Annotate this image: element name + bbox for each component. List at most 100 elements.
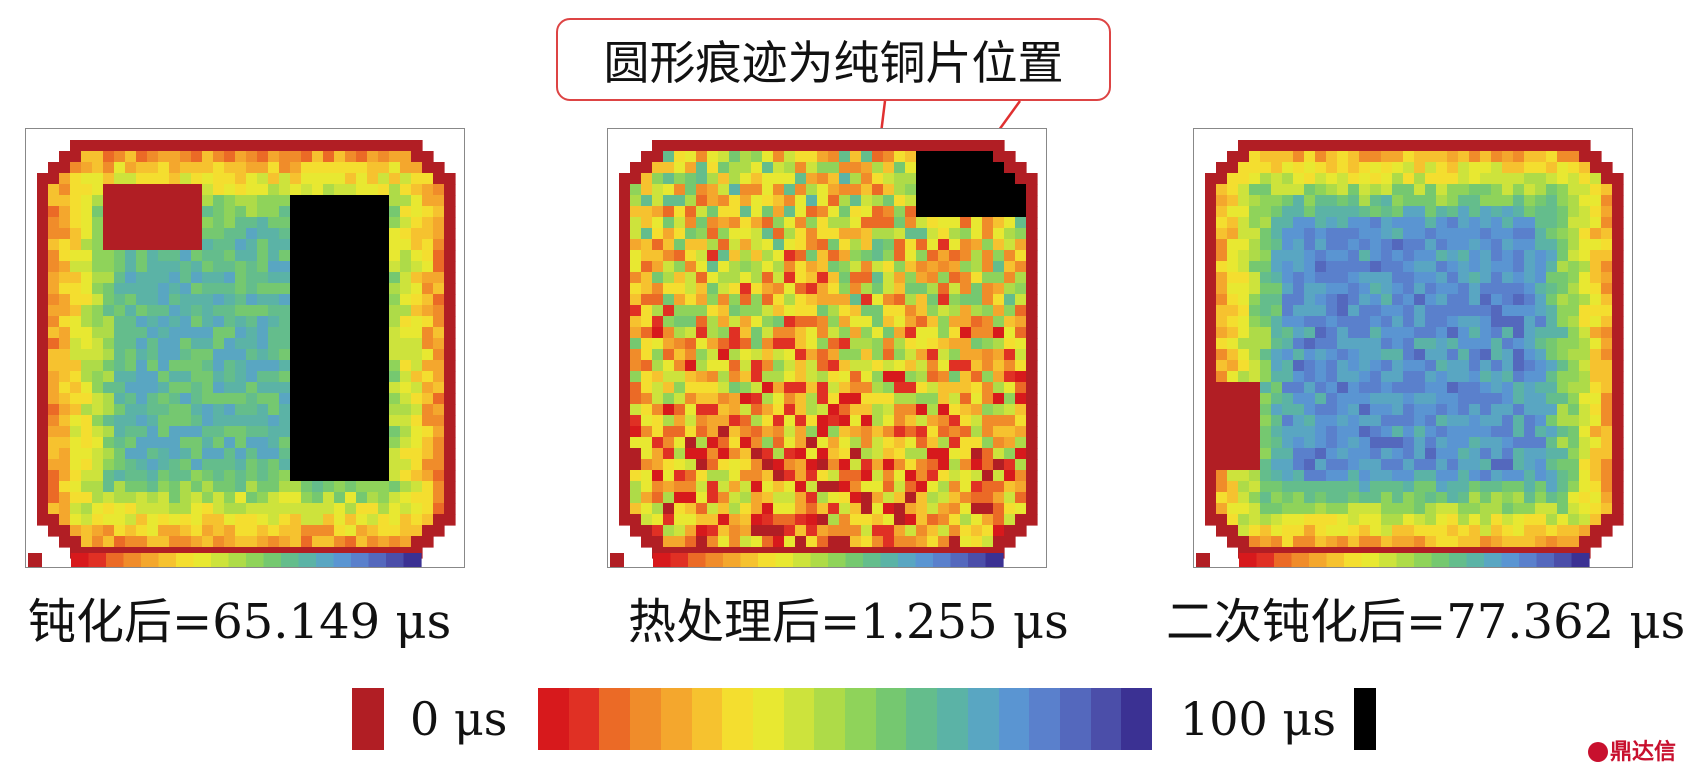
heatmap-cell xyxy=(1436,349,1448,361)
heatmap-cell xyxy=(235,327,247,339)
heatmap-cell xyxy=(367,173,379,185)
heatmap-cell xyxy=(861,492,873,504)
heatmap-cell xyxy=(1546,503,1558,515)
heatmap-cell xyxy=(1026,327,1038,339)
heatmap-cell xyxy=(345,316,357,328)
heatmap-cell xyxy=(740,261,752,273)
heatmap-cell xyxy=(70,294,82,306)
heatmap-cell xyxy=(1392,470,1404,482)
heatmap-cell xyxy=(817,448,829,460)
heatmap-cell xyxy=(1271,184,1283,196)
heatmap-cell xyxy=(685,250,697,262)
heatmap-cell xyxy=(1491,327,1503,339)
heatmap-cell xyxy=(1502,261,1514,273)
heatmap-cell xyxy=(1403,448,1415,460)
caption-heat-treated: 热处理后=1.255 μs xyxy=(628,594,1069,650)
heatmap-cell xyxy=(81,514,93,526)
heatmap-cell xyxy=(1546,448,1558,460)
heatmap-cell xyxy=(1535,140,1547,152)
heatmap-cell xyxy=(663,217,675,229)
heatmap-cell xyxy=(1271,525,1283,537)
heatmap-cell xyxy=(784,206,796,218)
heatmap-cell xyxy=(191,404,203,416)
heatmap-cell xyxy=(213,140,225,152)
heatmap-cell xyxy=(323,305,335,317)
heatmap-cell xyxy=(1260,470,1272,482)
heatmap-cell xyxy=(1557,536,1569,548)
heatmap-cell xyxy=(158,349,170,361)
heatmap-cell xyxy=(1238,283,1250,295)
heatmap-cell xyxy=(806,184,818,196)
heatmap-cell xyxy=(916,239,928,251)
heatmap-cell xyxy=(290,316,302,328)
heatmap-cell xyxy=(1513,338,1525,350)
heatmap-cell xyxy=(696,349,708,361)
heatmap-cell xyxy=(1238,250,1250,262)
heatmap-cell xyxy=(751,404,763,416)
heatmap-cell xyxy=(389,228,401,240)
heatmap-cell xyxy=(1601,349,1613,361)
heatmap-cell xyxy=(1282,470,1294,482)
heatmap-cell xyxy=(1568,305,1580,317)
heatmap-cell xyxy=(1601,492,1613,504)
heatmap-cell xyxy=(81,228,93,240)
heatmap-cell xyxy=(114,459,126,471)
heatmap-cell xyxy=(740,239,752,251)
heatmap-cell xyxy=(1249,206,1261,218)
heatmap-cell xyxy=(389,536,401,548)
heatmap-cell xyxy=(334,195,346,207)
heatmap-cell xyxy=(378,382,390,394)
heatmap-cell xyxy=(784,195,796,207)
heatmap-cell xyxy=(949,360,961,372)
heatmap-cell xyxy=(894,283,906,295)
heatmap-cell xyxy=(323,349,335,361)
heatmap-cell xyxy=(158,547,170,559)
heatmap-cell xyxy=(1260,272,1272,284)
heatmap-cell xyxy=(630,206,642,218)
heatmap-cell xyxy=(191,305,203,317)
heatmap-cell xyxy=(180,492,192,504)
heatmap-cell xyxy=(707,294,719,306)
heatmap-cell xyxy=(1502,459,1514,471)
heatmap-cell xyxy=(1359,514,1371,526)
heatmap-cell xyxy=(312,382,324,394)
heatmap-cell xyxy=(257,426,269,438)
heatmap-cell xyxy=(1524,481,1536,493)
heatmap-cell xyxy=(1249,547,1261,559)
heatmap-cell xyxy=(1590,481,1602,493)
heatmap-cell xyxy=(1590,470,1602,482)
heatmap-cell xyxy=(367,514,379,526)
heatmap-cell xyxy=(136,470,148,482)
heatmap-cell xyxy=(1348,437,1360,449)
heatmap-cell xyxy=(663,371,675,383)
heatmap-cell xyxy=(1271,393,1283,405)
heatmap-cell xyxy=(1491,217,1503,229)
heatmap-cell xyxy=(37,283,49,295)
heatmap-cell xyxy=(301,206,313,218)
heatmap-cell xyxy=(1348,316,1360,328)
heatmap-cell xyxy=(894,228,906,240)
heatmap-cell xyxy=(850,360,862,372)
heatmap-cell xyxy=(345,283,357,295)
heatmap-cell xyxy=(1612,250,1624,262)
heatmap-cell xyxy=(839,393,851,405)
heatmap-cell xyxy=(905,283,917,295)
heatmap-cell xyxy=(1238,470,1250,482)
heatmap-cell xyxy=(729,360,741,372)
heatmap-cell xyxy=(257,382,269,394)
heatmap-cell xyxy=(1271,503,1283,515)
heatmap-cell xyxy=(323,327,335,339)
heatmap-cell xyxy=(828,305,840,317)
heatmap-cell xyxy=(1469,184,1481,196)
heatmap-cell xyxy=(949,525,961,537)
heatmap-cell xyxy=(301,228,313,240)
heatmap-cell xyxy=(1216,239,1228,251)
heatmap-cell xyxy=(400,162,412,174)
heatmap-cell xyxy=(1337,217,1349,229)
heatmap-cell xyxy=(1458,415,1470,427)
heatmap-cell xyxy=(1546,371,1558,383)
heatmap-cell xyxy=(70,338,82,350)
heatmap-cell xyxy=(1447,437,1459,449)
heatmap-cell xyxy=(246,140,258,152)
heatmap-cell xyxy=(400,206,412,218)
